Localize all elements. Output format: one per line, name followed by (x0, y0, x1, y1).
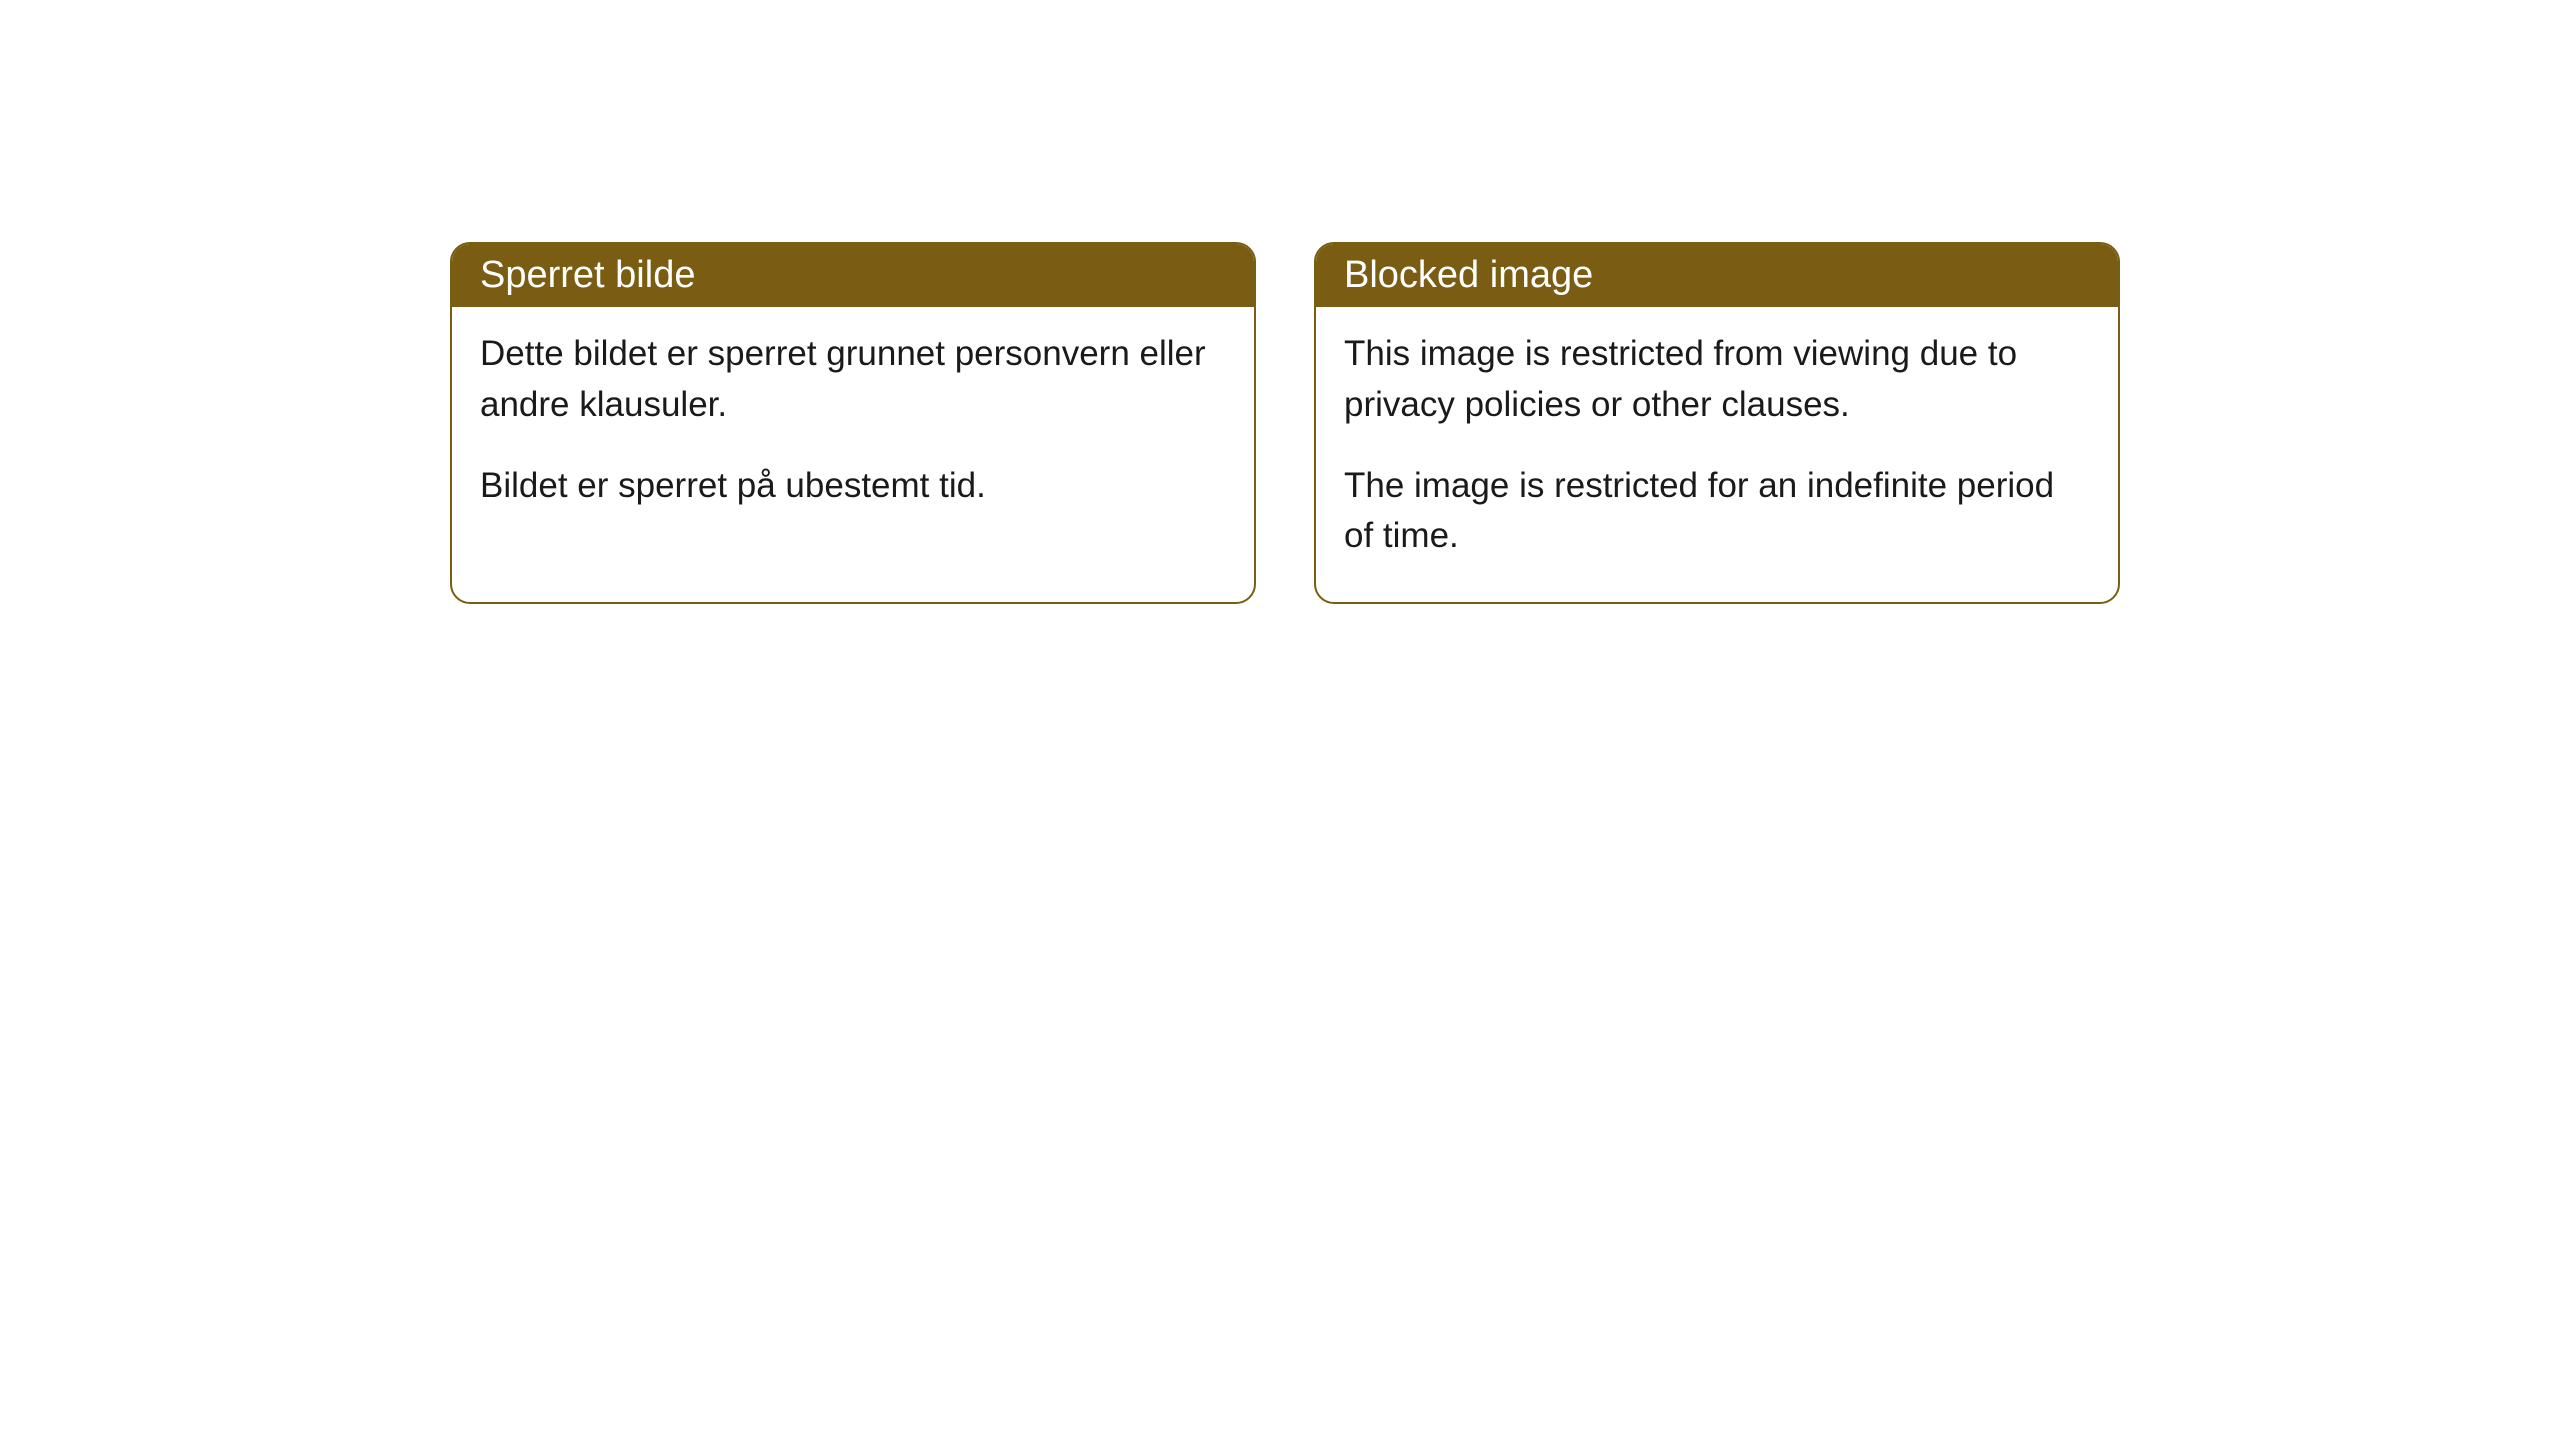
card-header-english: Blocked image (1316, 244, 2118, 307)
card-english: Blocked image This image is restricted f… (1314, 242, 2120, 604)
card-norwegian: Sperret bilde Dette bildet er sperret gr… (450, 242, 1256, 604)
cards-container: Sperret bilde Dette bildet er sperret gr… (450, 242, 2120, 604)
card-paragraph-1: Dette bildet er sperret grunnet personve… (480, 329, 1226, 431)
card-title: Blocked image (1344, 254, 1593, 296)
card-paragraph-2: The image is restricted for an indefinit… (1344, 461, 2090, 563)
card-body-english: This image is restricted from viewing du… (1316, 307, 2118, 602)
card-title: Sperret bilde (480, 254, 695, 296)
card-header-norwegian: Sperret bilde (452, 244, 1254, 307)
card-paragraph-1: This image is restricted from viewing du… (1344, 329, 2090, 431)
card-paragraph-2: Bildet er sperret på ubestemt tid. (480, 461, 1226, 512)
card-body-norwegian: Dette bildet er sperret grunnet personve… (452, 307, 1254, 551)
